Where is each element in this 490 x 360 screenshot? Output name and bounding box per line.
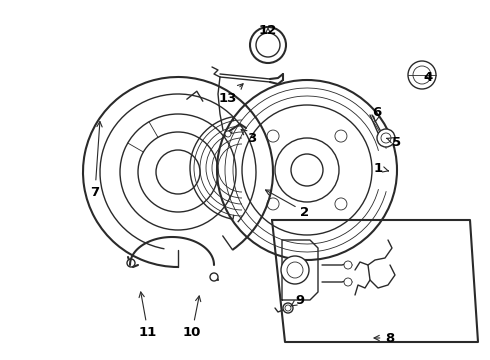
Circle shape (242, 105, 372, 235)
Circle shape (335, 130, 347, 142)
Circle shape (225, 131, 231, 137)
Circle shape (291, 154, 323, 186)
Text: 10: 10 (183, 296, 201, 338)
Text: 8: 8 (374, 332, 394, 345)
Text: 4: 4 (423, 71, 433, 84)
Text: 2: 2 (266, 190, 310, 219)
Text: 12: 12 (259, 23, 277, 36)
Circle shape (156, 150, 200, 194)
Circle shape (267, 198, 279, 210)
Text: 11: 11 (139, 292, 157, 338)
Circle shape (275, 138, 339, 202)
Circle shape (344, 261, 352, 269)
Text: 9: 9 (291, 293, 305, 306)
Circle shape (267, 130, 279, 142)
Circle shape (217, 80, 397, 260)
Circle shape (285, 305, 291, 311)
Text: 7: 7 (91, 122, 102, 198)
Text: 1: 1 (373, 162, 389, 175)
Circle shape (256, 33, 280, 57)
Text: 5: 5 (387, 135, 402, 149)
Circle shape (381, 133, 391, 143)
Circle shape (250, 27, 286, 63)
Circle shape (413, 66, 431, 84)
Circle shape (210, 273, 218, 281)
Text: 3: 3 (241, 130, 257, 144)
Circle shape (281, 256, 309, 284)
Text: 13: 13 (219, 84, 243, 104)
Circle shape (283, 303, 293, 313)
Circle shape (335, 198, 347, 210)
Text: 6: 6 (372, 105, 382, 122)
Circle shape (408, 61, 436, 89)
Circle shape (287, 262, 303, 278)
Circle shape (127, 259, 135, 267)
Circle shape (344, 278, 352, 286)
Circle shape (377, 129, 395, 147)
